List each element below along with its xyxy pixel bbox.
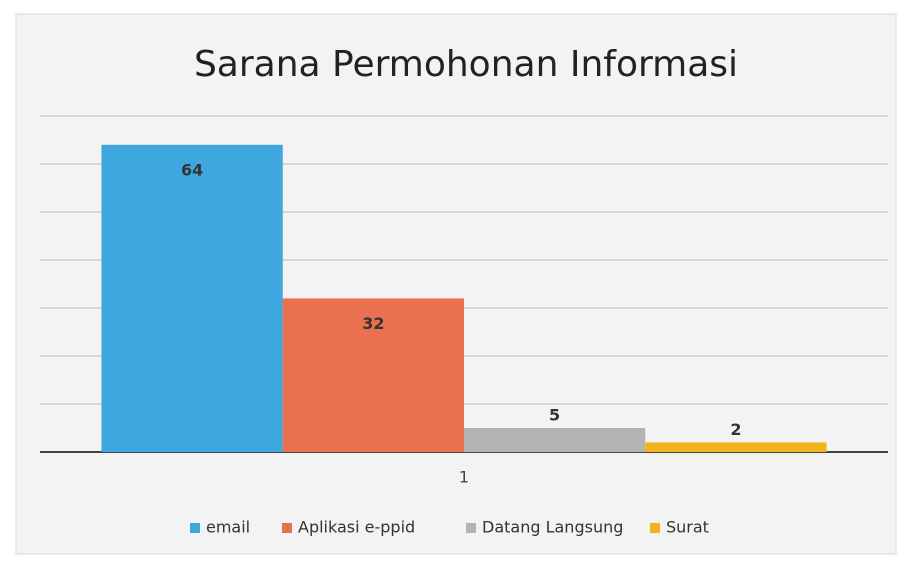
bar — [464, 428, 646, 452]
legend-label: Surat — [666, 518, 709, 537]
legend-swatch — [190, 523, 200, 533]
legend-label: email — [206, 518, 250, 537]
data-label: 64 — [181, 160, 203, 179]
data-label: 2 — [730, 420, 741, 439]
legend-swatch — [282, 523, 292, 533]
legend-label: Datang Langsung — [482, 518, 623, 537]
x-tick-label: 1 — [459, 468, 469, 487]
legend-label: Aplikasi e-ppid — [298, 518, 415, 537]
bar — [645, 442, 827, 452]
data-label: 5 — [549, 406, 560, 425]
data-label: 32 — [362, 314, 384, 333]
legend-swatch — [650, 523, 660, 533]
legend-swatch — [466, 523, 476, 533]
chart-title: Sarana Permohonan Informasi — [194, 44, 738, 85]
bar — [282, 298, 464, 452]
bar — [101, 144, 283, 453]
